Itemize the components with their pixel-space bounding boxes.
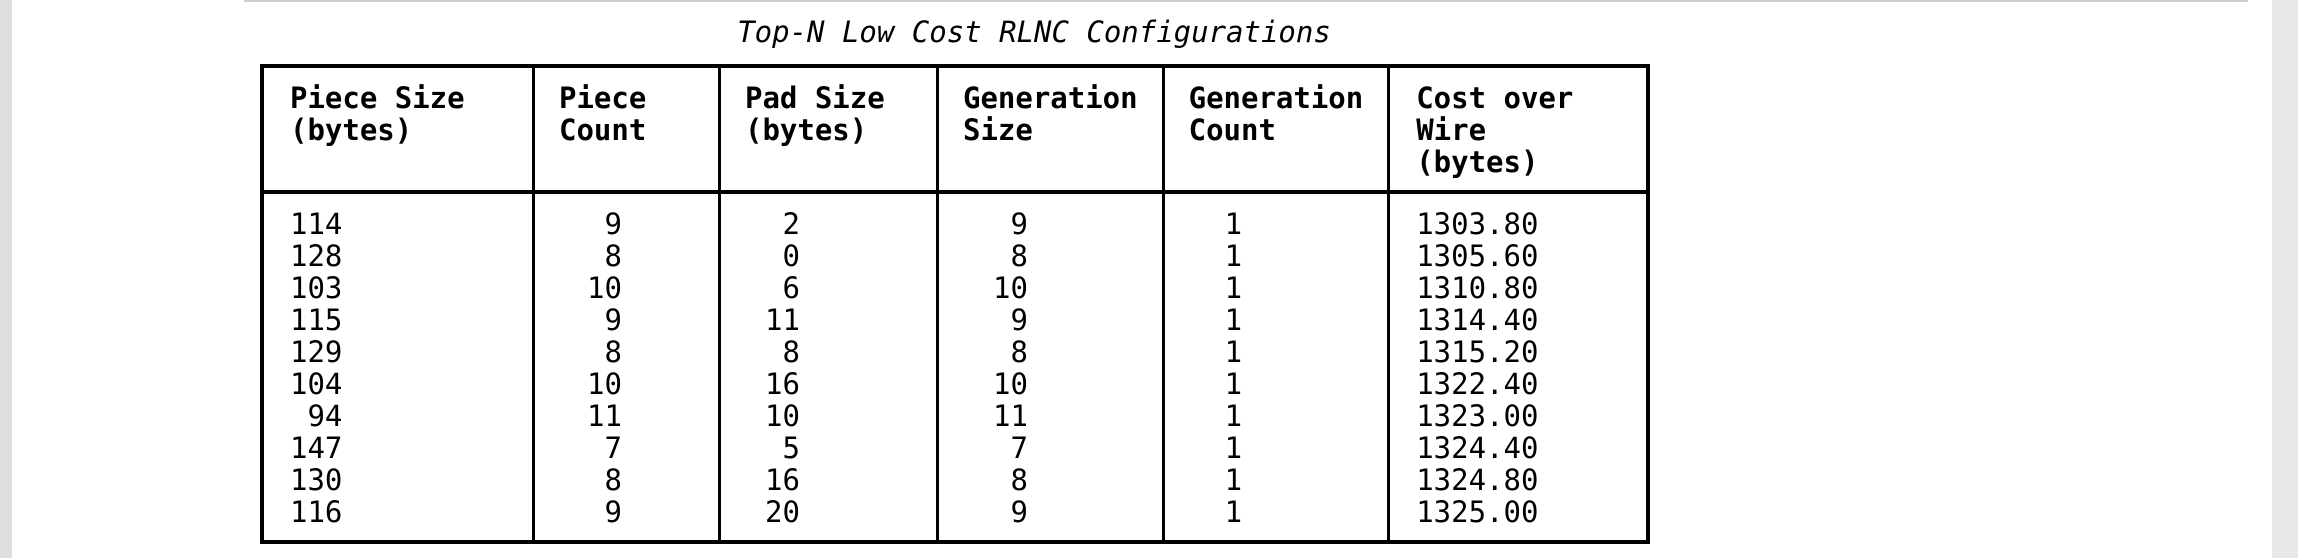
- cell-pad-size: 20: [718, 496, 939, 542]
- header-generation-size: Generation Size: [936, 66, 1165, 194]
- table-row: 94 11 10 11 1 1323.00: [260, 400, 1650, 432]
- cell-generation-count: 1: [1161, 400, 1391, 432]
- cell-pad-size: 16: [718, 368, 939, 400]
- table-row: 114 9 2 9 1 1303.80: [260, 192, 1650, 240]
- cell-generation-size: 10: [936, 368, 1165, 400]
- rlnc-configurations-table: Piece Size (bytes) Piece Count Pad Size …: [260, 64, 1651, 544]
- cell-generation-size: 9: [936, 304, 1165, 336]
- cell-piece-count: 11: [532, 400, 721, 432]
- table-row: 115 9 11 9 1 1314.40: [260, 304, 1650, 336]
- header-generation-count: Generation Count: [1161, 66, 1391, 194]
- cell-generation-count: 1: [1161, 368, 1391, 400]
- cell-pad-size: 11: [718, 304, 939, 336]
- cell-piece-count: 8: [532, 240, 721, 272]
- cell-piece-size: 116: [260, 496, 535, 542]
- header-cost-over-wire: Cost over Wire (bytes): [1387, 66, 1650, 194]
- cell-piece-size: 128: [260, 240, 535, 272]
- cell-piece-size: 114: [260, 192, 535, 240]
- cell-generation-size: 9: [936, 192, 1165, 240]
- cell-cost-over-wire: 1322.40: [1387, 368, 1650, 400]
- page-left-margin: [0, 0, 12, 558]
- cell-cost-over-wire: 1314.40: [1387, 304, 1650, 336]
- cell-cost-over-wire: 1303.80: [1387, 192, 1650, 240]
- table-row: 130 8 16 8 1 1324.80: [260, 464, 1650, 496]
- cell-cost-over-wire: 1310.80: [1387, 272, 1650, 304]
- table-caption: Top-N Low Cost RLNC Configurations: [737, 15, 1331, 49]
- table-row: 129 8 8 8 1 1315.20: [260, 336, 1650, 368]
- cell-piece-size: 104: [260, 368, 535, 400]
- cell-piece-size: 94: [260, 400, 535, 432]
- table-body: 114 9 2 9 1 1303.80 128 8 0 8 1 1305.60 103 10 …: [260, 192, 1650, 542]
- cell-pad-size: 0: [718, 240, 939, 272]
- cell-piece-size: 103: [260, 272, 535, 304]
- cell-cost-over-wire: 1323.00: [1387, 400, 1650, 432]
- cell-cost-over-wire: 1315.20: [1387, 336, 1650, 368]
- top-rule: [244, 0, 2248, 2]
- cell-generation-count: 1: [1161, 496, 1391, 542]
- cell-pad-size: 10: [718, 400, 939, 432]
- cell-generation-count: 1: [1161, 432, 1391, 464]
- cell-generation-count: 1: [1161, 240, 1391, 272]
- header-pad-size: Pad Size (bytes): [718, 66, 939, 194]
- table-row: 128 8 0 8 1 1305.60: [260, 240, 1650, 272]
- cell-generation-size: 9: [936, 496, 1165, 542]
- cell-generation-size: 11: [936, 400, 1165, 432]
- table-row: 104 10 16 10 1 1322.40: [260, 368, 1650, 400]
- cell-piece-count: 8: [532, 464, 721, 496]
- table-row: 116 9 20 9 1 1325.00: [260, 496, 1650, 542]
- cell-pad-size: 2: [718, 192, 939, 240]
- cell-pad-size: 8: [718, 336, 939, 368]
- cell-piece-size: 130: [260, 464, 535, 496]
- cell-generation-count: 1: [1161, 464, 1391, 496]
- cell-cost-over-wire: 1324.40: [1387, 432, 1650, 464]
- cell-piece-size: 129: [260, 336, 535, 368]
- cell-piece-count: 10: [532, 272, 721, 304]
- header-piece-size: Piece Size (bytes): [260, 66, 535, 194]
- page-right-margin: [2272, 0, 2298, 558]
- cell-cost-over-wire: 1324.80: [1387, 464, 1650, 496]
- cell-generation-count: 1: [1161, 304, 1391, 336]
- table-header-row: Piece Size (bytes) Piece Count Pad Size …: [260, 66, 1650, 194]
- cell-piece-size: 147: [260, 432, 535, 464]
- cell-generation-size: 8: [936, 240, 1165, 272]
- cell-cost-over-wire: 1325.00: [1387, 496, 1650, 542]
- table-row: 103 10 6 10 1 1310.80: [260, 272, 1650, 304]
- cell-generation-count: 1: [1161, 192, 1391, 240]
- cell-piece-count: 10: [532, 368, 721, 400]
- cell-pad-size: 5: [718, 432, 939, 464]
- table-row: 147 7 5 7 1 1324.40: [260, 432, 1650, 464]
- cell-piece-count: 8: [532, 336, 721, 368]
- cell-generation-count: 1: [1161, 272, 1391, 304]
- cell-piece-count: 9: [532, 192, 721, 240]
- cell-pad-size: 6: [718, 272, 939, 304]
- header-piece-count: Piece Count: [532, 66, 721, 194]
- cell-piece-count: 9: [532, 304, 721, 336]
- cell-cost-over-wire: 1305.60: [1387, 240, 1650, 272]
- cell-generation-size: 7: [936, 432, 1165, 464]
- cell-generation-count: 1: [1161, 336, 1391, 368]
- cell-piece-size: 115: [260, 304, 535, 336]
- cell-generation-size: 8: [936, 464, 1165, 496]
- cell-generation-size: 8: [936, 336, 1165, 368]
- cell-pad-size: 16: [718, 464, 939, 496]
- cell-piece-count: 9: [532, 496, 721, 542]
- cell-generation-size: 10: [936, 272, 1165, 304]
- cell-piece-count: 7: [532, 432, 721, 464]
